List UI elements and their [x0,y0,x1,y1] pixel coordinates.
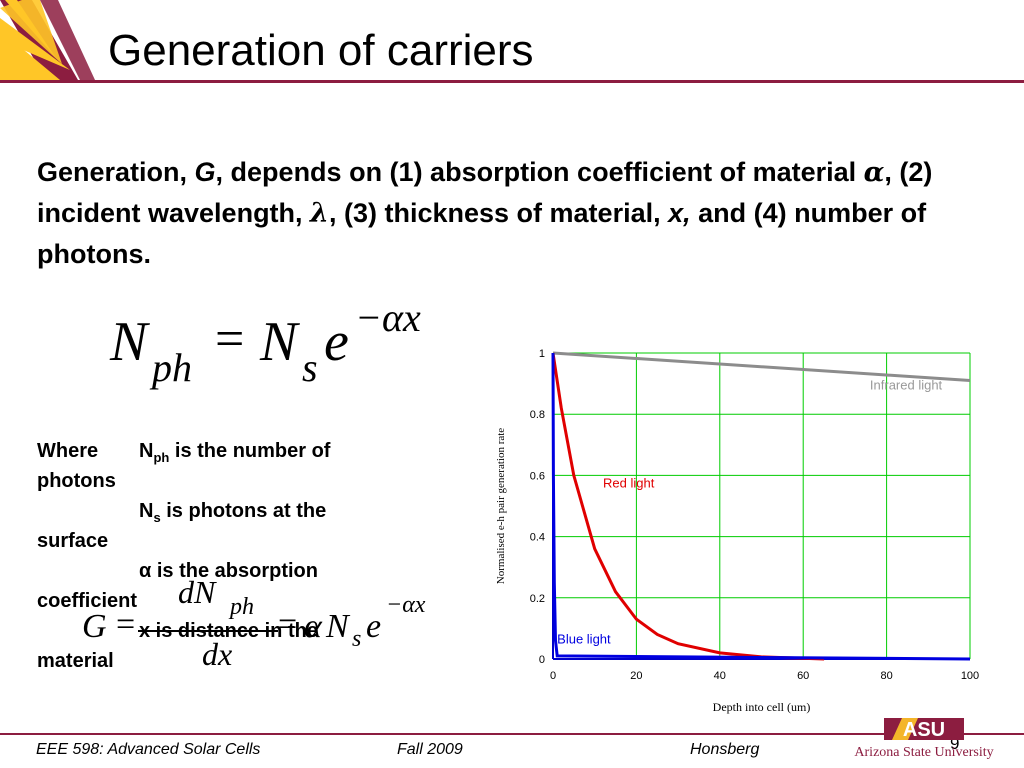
where-label: Where [37,440,99,462]
intro-text-3: , (2) incident wavelength, [37,157,933,228]
y-tick-label: 0.4 [530,532,545,544]
eq2-equals-1: = [116,606,136,643]
generation-rate-chart: 0 20 40 60 80 100 0 0.2 0.4 0.6 0.8 1 Infrared light… [495,348,979,714]
eq1-equals: = [215,311,245,368]
x-tick-label: 60 [797,670,809,682]
nph-symbol: N [139,440,154,462]
intro-alpha: α [863,157,885,188]
eq2-denominator: dx [202,636,233,672]
asu-monogram: ASU [903,719,945,741]
series-line-infrared-light [552,351,971,382]
eq2-equals-2: = [278,606,298,643]
nph-sub: ph [153,450,170,465]
eq2-numerator-sub: ph [230,594,254,620]
ns-symbol: N [139,500,154,522]
title-divider [0,80,1024,83]
coefficient-word: coefficient [37,590,138,612]
series-line-blue-light [551,352,971,661]
eq2-base: e [366,608,382,645]
x-tick-label: 40 [714,670,726,682]
intro-text-5: and (4) number of photons. [37,198,927,269]
nph-definition: is the number of [169,440,331,462]
intro-g: G [194,157,216,187]
eq2-alpha: α [304,608,322,645]
x-tick-label: 20 [630,670,642,682]
y-tick-label: 0.6 [530,470,545,482]
series-label: Infrared light [870,378,943,393]
footer-author: Honsberg [690,741,760,758]
series-line-red-light [551,352,825,661]
university-name: Arizona State University [854,745,993,760]
generation-equation: G = dN ph dx = α N s e −αx [82,574,462,680]
x-axis-label: Depth into cell (um) [713,700,811,714]
eq1-lhs: N [110,311,148,373]
eq2-fraction-bar [138,630,278,632]
asu-sunburst-logo [0,0,95,80]
y-axis-label: Normalised e-h pair generation rate [495,428,507,584]
chart-series [551,351,971,661]
material-word: material [37,650,114,672]
y-tick-label: 0.8 [530,409,545,421]
footer-divider [0,733,1024,735]
eq2-n: N [326,608,349,645]
ns-definition: is photons at the [160,500,327,522]
chart-labels: 0 20 40 60 80 100 0 0.2 0.4 0.6 0.8 1 Infrared light… [495,348,979,714]
chart-axes [552,353,970,660]
y-tick-label: 0 [539,654,545,666]
photons-word: photons [37,470,116,492]
eq2-n-sub: s [352,626,362,652]
asu-logo: ASU Arizona State University [854,718,994,760]
series-label: Red light [603,476,655,491]
y-tick-label: 0.2 [530,593,545,605]
surface-word: surface [37,530,109,552]
ns-sub: s [153,510,161,525]
intro-lambda: λ [310,198,329,229]
intro-text-2: , depends on (1) absorption coefficient … [215,157,864,187]
eq1-lhs-sub: ph [152,345,192,390]
eq1-rhs: N [260,311,298,373]
eq1-rhs-sub: s [302,345,318,390]
photon-equation: N ph = N s e −αx [110,295,440,390]
x-tick-label: 100 [961,670,979,682]
eq2-g: G [82,608,107,645]
eq2-numerator: dN [178,574,216,610]
eq1-exponent: −αx [355,295,421,340]
y-tick-label: 1 [539,348,545,360]
slide-title: Generation of carriers [108,26,534,75]
x-tick-label: 0 [550,670,556,682]
footer-term: Fall 2009 [397,741,463,758]
footer-course: EEE 598: Advanced Solar Cells [36,741,261,758]
x-tick-label: 80 [880,670,892,682]
eq1-base: e [324,311,349,373]
intro-text-4: , (3) thickness of material, [328,198,669,228]
intro-text-1: Generation, [37,157,195,187]
chart-grid [552,352,971,660]
intro-x: x, [668,198,691,228]
page-number: 9 [950,734,960,753]
intro-paragraph: Generation, G, depends on (1) absorption… [37,152,957,275]
series-label: Blue light [557,632,611,647]
alpha-definition: α is the absorption [139,560,318,582]
eq2-exponent: −αx [386,592,426,618]
